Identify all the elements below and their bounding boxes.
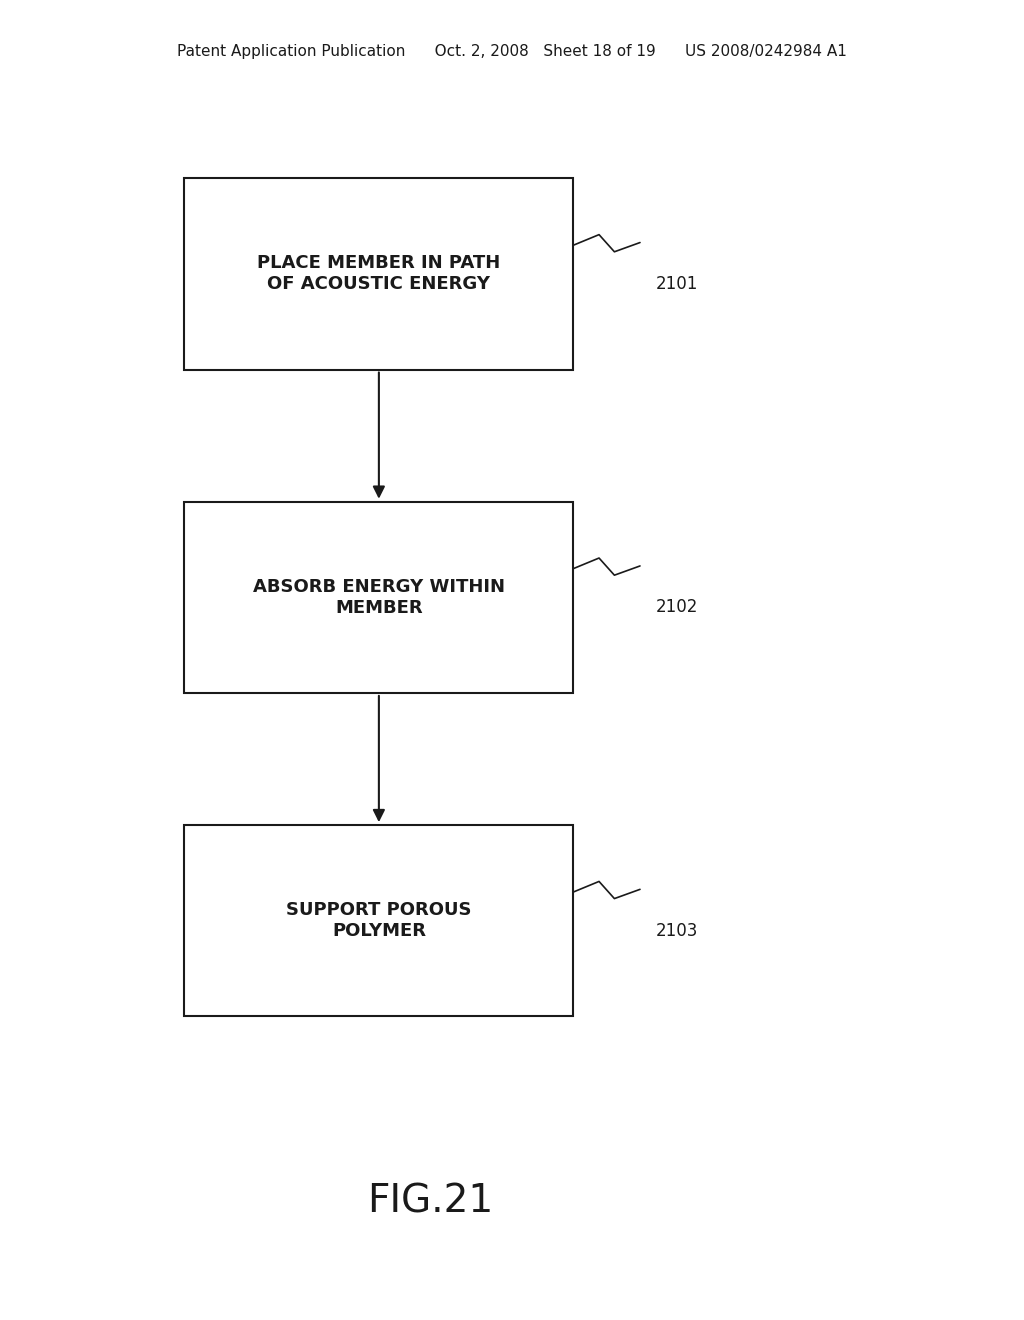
Text: ABSORB ENERGY WITHIN
MEMBER: ABSORB ENERGY WITHIN MEMBER xyxy=(253,578,505,616)
FancyBboxPatch shape xyxy=(184,825,573,1016)
Text: PLACE MEMBER IN PATH
OF ACOUSTIC ENERGY: PLACE MEMBER IN PATH OF ACOUSTIC ENERGY xyxy=(257,255,501,293)
FancyBboxPatch shape xyxy=(184,178,573,370)
FancyBboxPatch shape xyxy=(184,502,573,693)
Text: Patent Application Publication      Oct. 2, 2008   Sheet 18 of 19      US 2008/0: Patent Application Publication Oct. 2, 2… xyxy=(177,44,847,59)
Text: SUPPORT POROUS
POLYMER: SUPPORT POROUS POLYMER xyxy=(286,902,472,940)
Text: 2101: 2101 xyxy=(655,275,697,293)
Text: FIG.21: FIG.21 xyxy=(367,1183,494,1220)
Text: 2103: 2103 xyxy=(655,921,697,940)
Text: 2102: 2102 xyxy=(655,598,697,616)
